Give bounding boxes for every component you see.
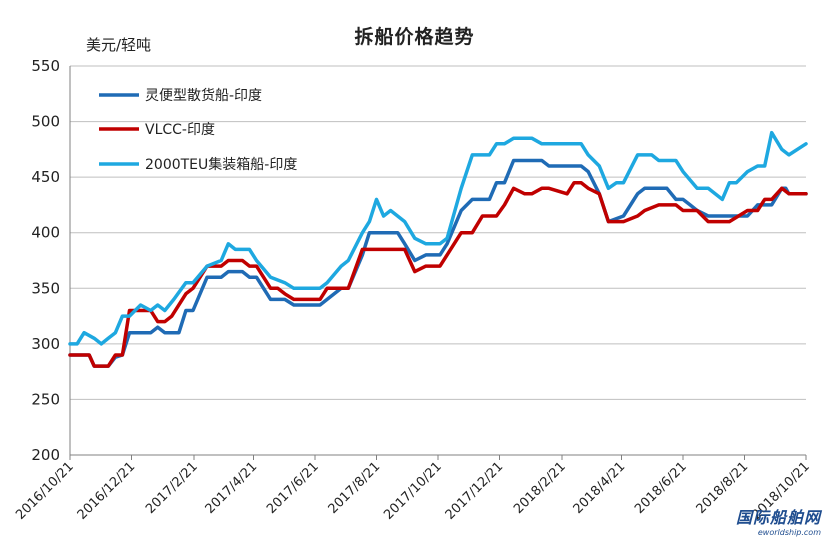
legend-label-3: 2000TEU集装箱船-印度	[145, 156, 297, 173]
y-axis-unit-label: 美元/轻吨	[86, 36, 152, 54]
series-lines	[68, 130, 808, 368]
watermark-logo: 国际船舶网 eworldship.com	[736, 504, 821, 537]
y-tick-label: 300	[31, 335, 60, 353]
x-tick-label: 2016/10/21	[13, 459, 77, 523]
y-tick-label: 400	[31, 224, 60, 242]
y-tick-label: 200	[31, 446, 60, 464]
x-tick-label: 2018/2/21	[511, 459, 569, 517]
y-tick-label: 350	[31, 279, 60, 297]
x-tick-label: 2017/4/21	[203, 459, 261, 517]
watermark-main-text: 国际船舶网	[735, 508, 821, 527]
legend: 灵便型散货船-印度 VLCC-印度 2000TEU集装箱船-印度	[99, 87, 297, 173]
series-line-3	[68, 130, 808, 346]
x-tick-label: 2017/8/21	[326, 459, 384, 517]
y-tick-label: 450	[31, 168, 60, 186]
legend-label-2: VLCC-印度	[145, 122, 215, 138]
watermark-sub-text: eworldship.com	[757, 528, 821, 537]
x-tick-label: 2018/4/21	[571, 459, 629, 517]
series-line-2	[68, 180, 808, 368]
series-line-1	[68, 158, 808, 368]
y-axis-ticks: 200 250 300 350 400 450 500 550	[31, 57, 60, 464]
x-tick-label: 2018/6/21	[632, 459, 690, 517]
x-tick-label: 2017/2/21	[143, 459, 201, 517]
x-tick-label: 2017/10/21	[381, 459, 445, 523]
y-tick-label: 500	[31, 113, 60, 131]
x-tick-label: 2016/12/21	[75, 459, 139, 523]
y-tick-label: 550	[31, 57, 60, 75]
y-tick-label: 250	[31, 390, 60, 408]
chart-title: 拆船价格趋势	[354, 26, 475, 48]
legend-label-1: 灵便型散货船-印度	[145, 87, 262, 104]
x-tick-label: 2017/12/21	[443, 459, 507, 523]
x-tick-label: 2017/6/21	[264, 459, 322, 517]
